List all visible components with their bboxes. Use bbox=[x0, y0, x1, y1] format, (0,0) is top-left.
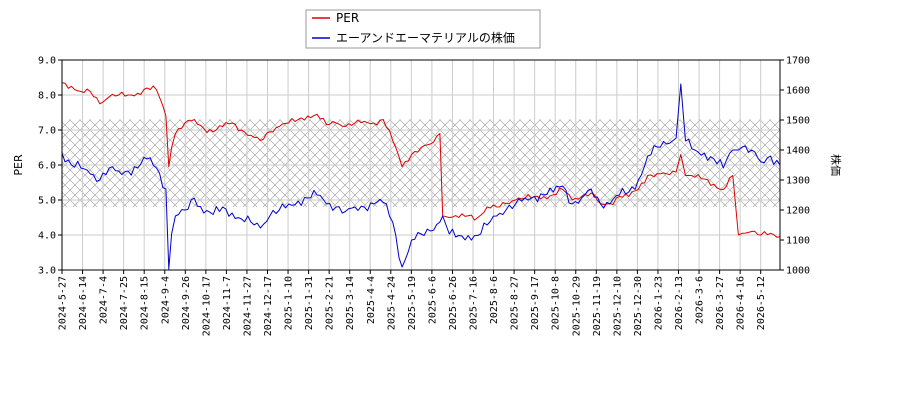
x-tick-label: 2024-8-15 bbox=[140, 276, 151, 330]
x-tick-label: 2025-4-4 bbox=[366, 276, 377, 324]
x-tick-label: 2025-1-31 bbox=[304, 276, 315, 330]
y-left-tick-label: 3.0 bbox=[38, 266, 56, 277]
x-tick-label: 2025-7-16 bbox=[469, 276, 480, 330]
x-tick-label: 2025-12-30 bbox=[633, 276, 644, 336]
x-tick-label: 2025-1-10 bbox=[284, 276, 295, 330]
y-right-tick-label: 1300 bbox=[786, 176, 810, 187]
x-tick-label: 2024-10-17 bbox=[201, 276, 212, 336]
x-tick-label: 2024-6-14 bbox=[78, 276, 89, 330]
x-tick-label: 2026-3-27 bbox=[715, 276, 726, 330]
y-right-tick-label: 1400 bbox=[786, 146, 810, 157]
x-tick-label: 2025-3-14 bbox=[345, 276, 356, 330]
legend: PER エーアンドエーマテリアルの株価 bbox=[305, 9, 541, 49]
x-tick-label: 2024-9-4 bbox=[160, 276, 171, 324]
x-tick-label: 2024-9-26 bbox=[181, 276, 192, 330]
y-right-tick-label: 1600 bbox=[786, 86, 810, 97]
y-right-tick-label: 1000 bbox=[786, 266, 810, 277]
y-left-tick-label: 6.0 bbox=[38, 161, 56, 172]
y-left-tick-label: 8.0 bbox=[38, 91, 56, 102]
y-right-ticks: 1000 1100 1200 1300 1400 1500 1600 1700 bbox=[780, 56, 810, 277]
y-left-tick-label: 7.0 bbox=[38, 126, 56, 137]
legend-box bbox=[305, 9, 541, 49]
x-tick-label: 2024-11-7 bbox=[222, 276, 233, 330]
x-tick-label: 2025-2-21 bbox=[325, 276, 336, 330]
x-tick-label: 2025-11-19 bbox=[592, 276, 603, 336]
y-right-tick-label: 1700 bbox=[786, 56, 810, 67]
x-tick-label: 2026-3-6 bbox=[695, 276, 706, 324]
x-tick-label: 2024-5-27 bbox=[58, 276, 69, 330]
x-tick-label: 2024-7-25 bbox=[119, 276, 130, 330]
x-tick-label: 2025-6-26 bbox=[448, 276, 459, 330]
y-right-tick-label: 1500 bbox=[786, 116, 810, 127]
x-tick-label: 2026-1-23 bbox=[653, 276, 664, 330]
x-tick-label: 2025-6-6 bbox=[427, 276, 438, 324]
x-tick-label: 2025-4-24 bbox=[386, 276, 397, 330]
x-tick-label: 2024-11-27 bbox=[242, 276, 253, 336]
hatched-band bbox=[62, 119, 780, 207]
x-tick-label: 2025-8-6 bbox=[489, 276, 500, 324]
x-tick-label: 2024-12-17 bbox=[263, 276, 274, 336]
x-tick-label: 2025-5-19 bbox=[407, 276, 418, 330]
x-tick-label: 2026-2-13 bbox=[674, 276, 685, 330]
x-tick-label: 2026-4-16 bbox=[736, 276, 747, 330]
x-tick-label: 2024-7-4 bbox=[99, 276, 110, 324]
legend-entry-per: PER bbox=[336, 11, 359, 25]
series-line-stock-price bbox=[62, 83, 780, 270]
x-tick-label: 2025-9-17 bbox=[530, 276, 541, 330]
series-line-per bbox=[62, 82, 780, 238]
x-tick-label: 2026-5-12 bbox=[756, 276, 767, 330]
y-left-tick-label: 5.0 bbox=[38, 196, 56, 207]
x-tick-label: 2025-8-27 bbox=[510, 276, 521, 330]
y-left-axis-label: PER bbox=[12, 154, 25, 176]
y-right-tick-label: 1100 bbox=[786, 236, 810, 247]
y-left-tick-label: 4.0 bbox=[38, 231, 56, 242]
x-tick-label: 2025-12-10 bbox=[612, 276, 623, 336]
y-right-axis-label: 株価 bbox=[829, 154, 843, 176]
x-tick-label: 2025-10-8 bbox=[551, 276, 562, 330]
legend-entry-price: エーアンドエーマテリアルの株価 bbox=[336, 30, 515, 45]
y-left-tick-label: 9.0 bbox=[38, 56, 56, 67]
y-left-ticks: 3.0 4.0 5.0 6.0 7.0 8.0 9.0 bbox=[38, 56, 62, 277]
x-ticks: 2024-5-27 2024-6-14 2024-7-4 2024-7-25 2024-… bbox=[58, 270, 767, 336]
x-tick-label: 2025-10-29 bbox=[571, 276, 582, 336]
series-lines bbox=[62, 82, 780, 270]
y-right-tick-label: 1200 bbox=[786, 206, 810, 217]
